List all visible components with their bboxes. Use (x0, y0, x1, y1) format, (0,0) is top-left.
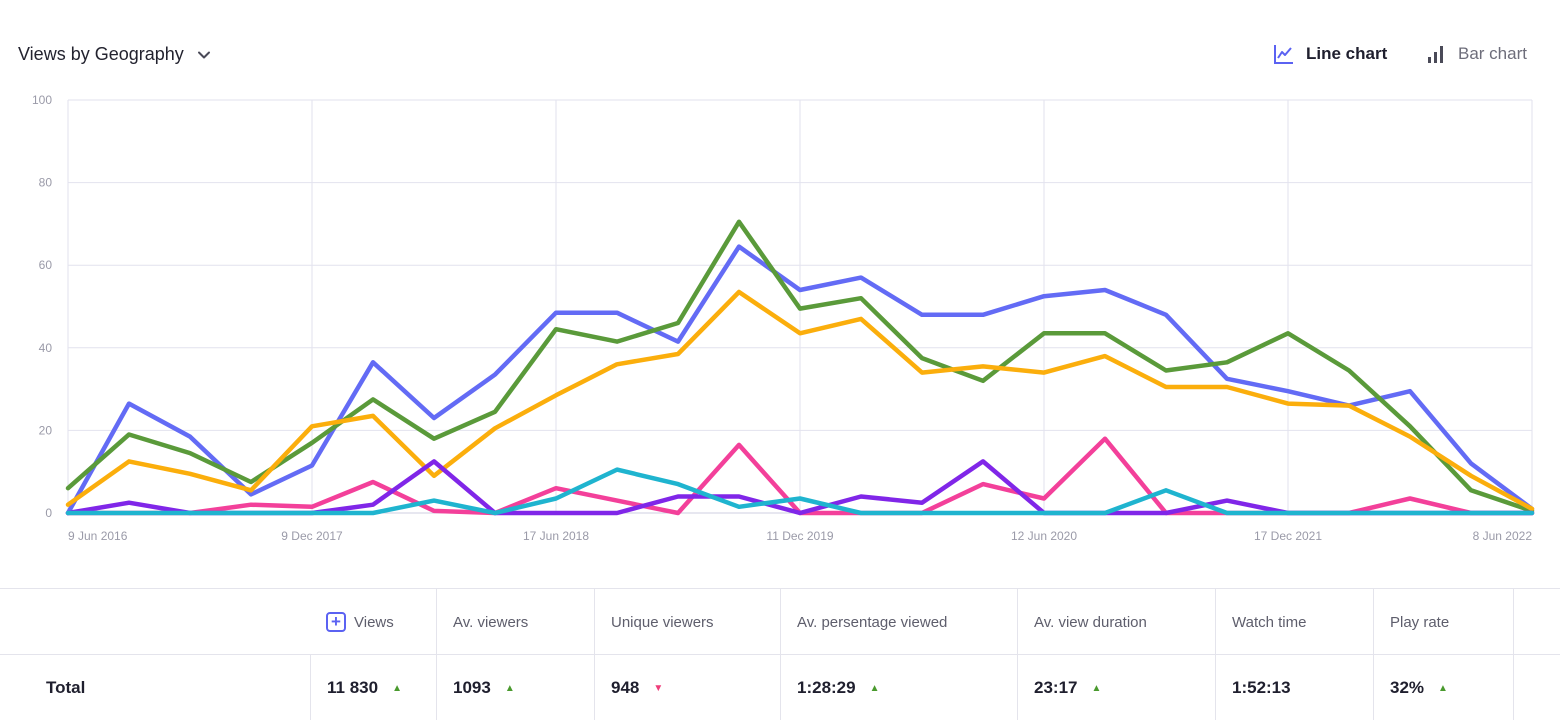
x-tick-label: 12 Jun 2020 (1011, 529, 1077, 543)
header-label-av-duration: Av. view duration (1034, 613, 1147, 631)
metric-dropdown[interactable]: Views by Geography (18, 44, 212, 65)
series-line (65, 467, 1535, 516)
header-cell-av-viewers: Av. viewers (436, 589, 594, 655)
cell-av-duration: 23:17 ▲ (1017, 655, 1215, 720)
y-tick-label: 20 (39, 423, 53, 437)
chart-header: Views by Geography Line chart Bar chart (0, 0, 1560, 100)
line-chart: 0 20 40 60 80 100 9 Jun 2016 9 Dec 2017 17 Jun 2… (0, 88, 1560, 558)
bar-chart-icon (1428, 46, 1443, 63)
row-label: Total (0, 655, 310, 720)
value-play-rate: 32% (1390, 678, 1425, 697)
x-tick-label: 17 Jun 2018 (523, 529, 589, 543)
header-cell-end (1513, 589, 1560, 655)
value-av-duration: 23:17 (1034, 678, 1078, 697)
value-views: 11 830 (327, 678, 379, 697)
chart-axis-labels: 0 20 40 60 80 100 9 Jun 2016 9 Dec 2017 17 Jun 2… (32, 93, 1532, 543)
cell-av-percentage: 1:28:29 ▲ (780, 655, 1017, 720)
chart-series (65, 219, 1535, 516)
header-label-watch-time: Watch time (1232, 613, 1307, 631)
bar-chart-toggle[interactable]: Bar chart (1424, 42, 1527, 66)
line-chart-label: Line chart (1306, 44, 1388, 63)
value-watch-time: 1:52:13 (1232, 678, 1291, 697)
cell-unique-viewers: 948 ▼ (594, 655, 780, 720)
header-label-av-percentage: Av. persentage viewed (797, 613, 948, 631)
trend-up-icon: ▲ (392, 682, 402, 694)
value-av-viewers: 1093 (453, 678, 491, 697)
header-cell-blank (0, 589, 310, 655)
y-tick-label: 80 (39, 176, 53, 190)
y-tick-label: 60 (39, 258, 53, 272)
bar-chart-label: Bar chart (1458, 44, 1527, 63)
value-av-percentage: 1:28:29 (797, 678, 856, 697)
chevron-down-icon (197, 51, 210, 58)
trend-up-icon: ▲ (1091, 682, 1102, 694)
header-label-unique-viewers: Unique viewers (611, 613, 714, 631)
series-line (65, 289, 1535, 512)
header-cell-unique-viewers: Unique viewers (594, 589, 780, 655)
header-label-views: Views (354, 613, 394, 631)
header-cell-av-duration: Av. view duration (1017, 589, 1215, 655)
header-cell-av-percentage: Av. persentage viewed (780, 589, 1017, 655)
line-chart-icon (1274, 45, 1293, 64)
header-cell-watch-time: Watch time (1215, 589, 1373, 655)
chart-grid (67, 99, 1533, 514)
x-tick-label: 17 Dec 2021 (1254, 529, 1322, 543)
trend-up-icon: ▲ (1438, 682, 1448, 694)
stats-table: + Views Av. viewers Unique viewers Av. p… (0, 588, 1560, 720)
trend-up-icon: ▲ (504, 682, 515, 694)
y-tick-label: 0 (45, 506, 52, 520)
plus-square-icon[interactable]: + (326, 612, 346, 632)
cell-views: 11 830 ▲ (310, 655, 436, 720)
header-cell-play-rate: Play rate (1373, 589, 1513, 655)
trend-down-icon: ▼ (653, 682, 664, 694)
cell-end (1513, 655, 1560, 720)
cell-watch-time: 1:52:13 (1215, 655, 1373, 720)
x-tick-label: 11 Dec 2019 (766, 529, 833, 543)
chart-canvas: 0 20 40 60 80 100 9 Jun 2016 9 Dec 2017 17 Jun 2… (32, 93, 1535, 543)
header-label-play-rate: Play rate (1390, 613, 1450, 631)
x-tick-label: 8 Jun 2022 (1473, 529, 1533, 543)
cell-play-rate: 32% ▲ (1373, 655, 1513, 720)
x-tick-label: 9 Jun 2016 (68, 529, 128, 543)
trend-up-icon: ▲ (869, 682, 880, 694)
y-tick-label: 40 (39, 341, 53, 355)
header-cell-views: + Views (310, 589, 436, 655)
series-line (65, 219, 1535, 514)
series-line (65, 244, 1535, 516)
header-label-av-viewers: Av. viewers (453, 613, 529, 631)
row-label-text: Total (46, 678, 86, 697)
table-row: Total 11 830 ▲ 1093 ▲ 948 ▼ 1:28:29 ▲ 23… (0, 655, 1560, 720)
y-tick-label: 100 (32, 93, 52, 107)
line-chart-toggle[interactable]: Line chart (1272, 42, 1387, 66)
value-unique-viewers: 948 (611, 678, 640, 697)
table-header-row: + Views Av. viewers Unique viewers Av. p… (0, 589, 1560, 655)
cell-av-viewers: 1093 ▲ (436, 655, 594, 720)
dropdown-title: Views by Geography (18, 44, 184, 64)
x-tick-label: 9 Dec 2017 (281, 529, 343, 543)
